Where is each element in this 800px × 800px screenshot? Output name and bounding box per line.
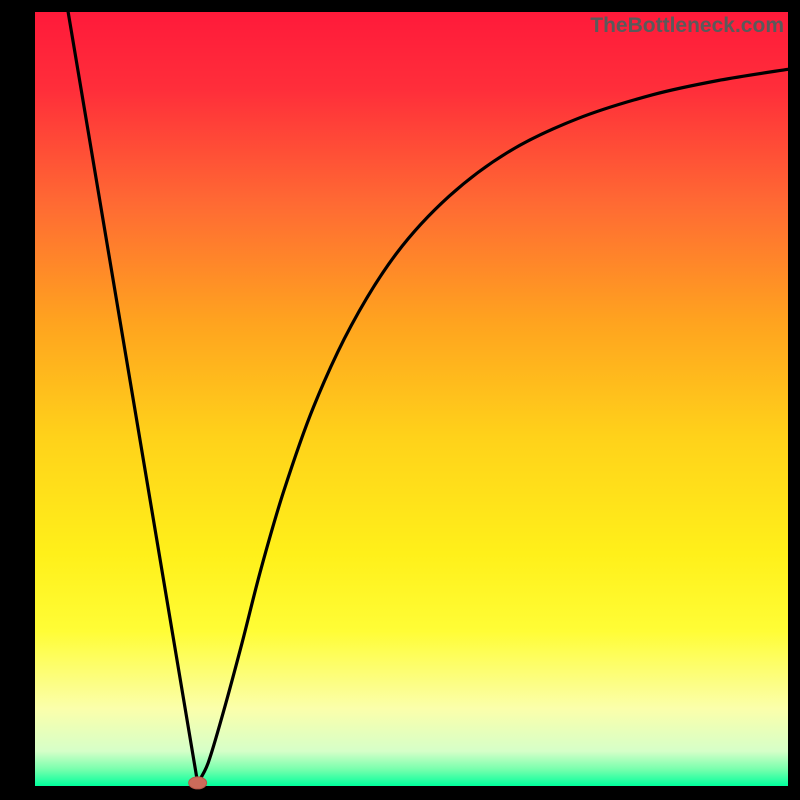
plot-background (35, 12, 788, 786)
watermark-text: TheBottleneck.com (590, 14, 784, 38)
bottleneck-chart: TheBottleneck.com (0, 0, 800, 800)
